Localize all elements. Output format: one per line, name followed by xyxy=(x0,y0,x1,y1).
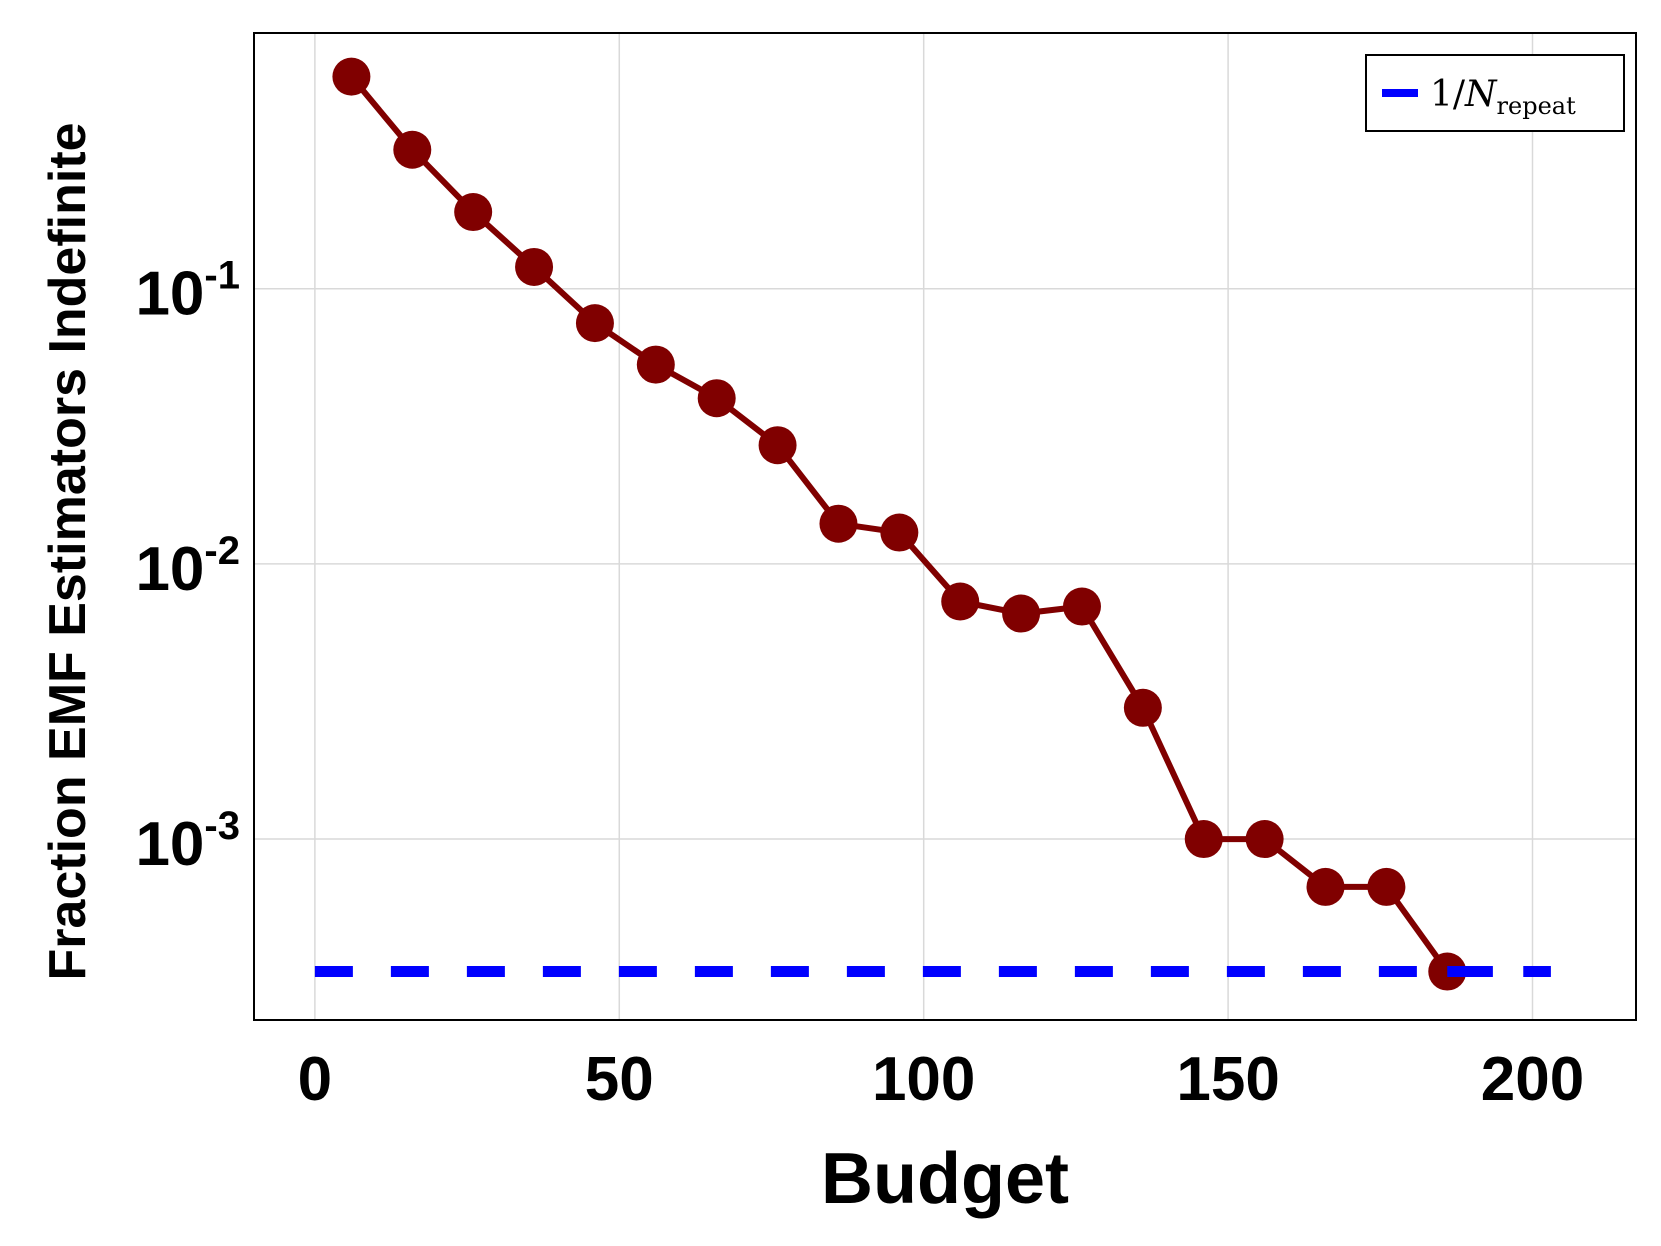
y-tick-exponent: -3 xyxy=(204,804,240,848)
y-tick-base: 10 xyxy=(135,260,204,329)
x-tick-label-150: 150 xyxy=(1176,1045,1279,1114)
y-tick-exponent: -1 xyxy=(204,254,240,298)
y-tick-label--2: 10-2 xyxy=(135,529,240,604)
data-point-146 xyxy=(1184,820,1223,859)
data-point-26 xyxy=(454,193,493,232)
y-tick-label--3: 10-3 xyxy=(135,804,240,879)
y-axis-title: Fraction EMF Estimators Indefinite xyxy=(39,122,97,980)
legend-label-1: 1/Nrepeat xyxy=(1430,74,1576,120)
y-tick-base: 10 xyxy=(135,810,204,879)
data-point-156 xyxy=(1245,820,1284,859)
data-point-6 xyxy=(332,57,371,96)
data-point-56 xyxy=(636,345,675,384)
y-tick-base: 10 xyxy=(135,535,204,604)
data-point-116 xyxy=(1002,594,1041,633)
legend-label-sub: repeat xyxy=(1497,92,1577,120)
y-tick-label--1: 10-1 xyxy=(135,254,240,329)
data-point-166 xyxy=(1306,867,1345,906)
data-point-36 xyxy=(515,247,554,286)
data-point-76 xyxy=(758,426,797,465)
legend-label-prefix: 1/ xyxy=(1430,74,1466,115)
data-point-136 xyxy=(1123,688,1162,727)
data-point-16 xyxy=(393,130,432,169)
plot-frame xyxy=(253,32,1637,1021)
x-axis-title: Budget xyxy=(821,1139,1069,1219)
data-point-66 xyxy=(697,379,736,418)
legend: 1/Nrepeat xyxy=(1365,54,1625,132)
x-tick-label-0: 0 xyxy=(298,1045,332,1114)
data-point-96 xyxy=(880,513,919,552)
legend-label-main: N xyxy=(1464,74,1498,115)
data-point-106 xyxy=(941,582,980,621)
data-point-46 xyxy=(575,304,614,343)
x-tick-label-100: 100 xyxy=(872,1045,975,1114)
y-tick-exponent: -2 xyxy=(204,529,240,573)
grid xyxy=(254,33,1636,1020)
x-tick-label-200: 200 xyxy=(1481,1045,1584,1114)
data-point-86 xyxy=(819,504,858,543)
data-point-176 xyxy=(1367,867,1406,906)
data-point-126 xyxy=(1062,587,1101,626)
x-tick-label-50: 50 xyxy=(585,1045,654,1114)
series-layer xyxy=(314,57,1551,991)
